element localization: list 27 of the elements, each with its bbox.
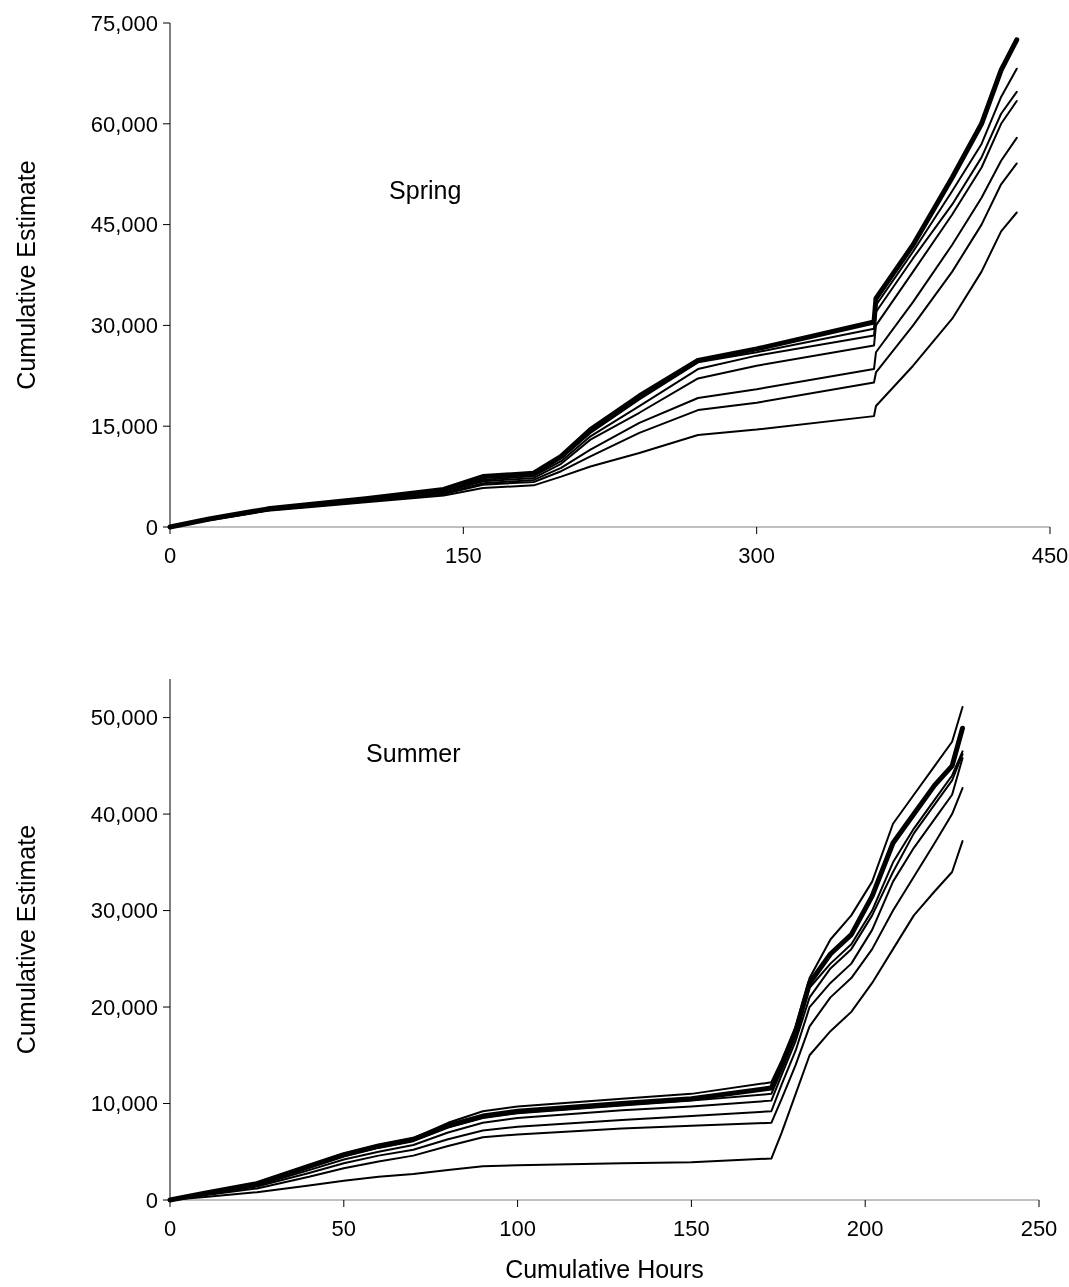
y-tick-label: 40,000 — [90, 801, 158, 827]
x-tick-label: 50 — [331, 1216, 357, 1241]
y-tick-label: 30,000 — [90, 898, 158, 924]
y-tick-label: 10,000 — [90, 1091, 158, 1117]
y-axis-title: Cumulative Estimate — [12, 824, 40, 1055]
y-tick-label: 20,000 — [90, 994, 158, 1020]
x-tick-label: 200 — [846, 1216, 884, 1241]
y-axis-title: Cumulative Estimate — [12, 160, 40, 390]
x-tick-label: 100 — [499, 1216, 536, 1241]
x-tick-label: 0 — [163, 543, 177, 568]
y-tick-label: 30,000 — [90, 313, 158, 339]
annotation: Spring — [389, 176, 462, 205]
x-tick-label: 300 — [738, 543, 776, 568]
x-tick-label: 150 — [673, 1216, 710, 1241]
y-tick-label: 60,000 — [90, 111, 158, 137]
y-tick-label: 0 — [145, 514, 158, 540]
y-tick-label: 75,000 — [90, 10, 158, 36]
x-tick-label: 150 — [444, 543, 482, 568]
x-tick-label: 450 — [1031, 543, 1069, 568]
y-tick-label: 0 — [145, 1187, 158, 1213]
x-tick-label: 0 — [163, 1216, 177, 1241]
y-tick-label: 45,000 — [90, 212, 158, 238]
y-tick-label: 15,000 — [90, 413, 158, 439]
annotation: Summer — [366, 739, 461, 768]
x-axis-title: Cumulative Hours — [505, 1255, 704, 1283]
x-tick-label: 250 — [1020, 1216, 1058, 1241]
y-tick-label: 50,000 — [90, 705, 158, 731]
